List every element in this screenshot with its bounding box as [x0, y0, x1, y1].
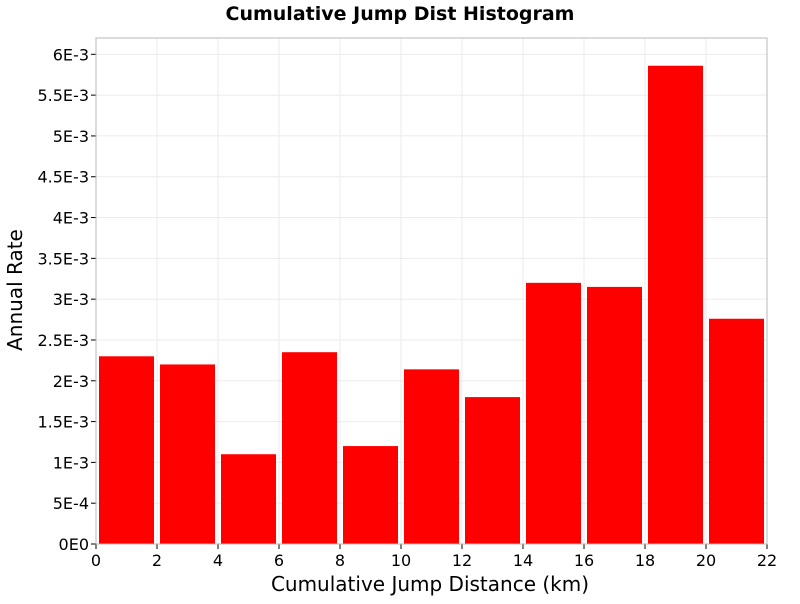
- bar: [709, 318, 764, 544]
- y-tick-label: 1E-3: [53, 453, 89, 472]
- bar: [221, 454, 276, 544]
- y-tick-label: 4E-3: [53, 209, 89, 228]
- y-tick-label: 4.5E-3: [37, 168, 89, 187]
- x-axis-label: Cumulative Jump Distance (km): [271, 572, 589, 596]
- y-tick-label: 5E-4: [53, 494, 89, 513]
- y-tick-label: 1.5E-3: [37, 413, 89, 432]
- bar: [160, 364, 215, 544]
- y-tick-label: 5.5E-3: [37, 86, 89, 105]
- x-tick-label: 8: [335, 551, 345, 570]
- chart-title: Cumulative Jump Dist Histogram: [226, 3, 575, 25]
- x-tick-label: 16: [574, 551, 594, 570]
- bar: [404, 369, 459, 544]
- bar: [587, 286, 642, 544]
- y-tick-label: 5E-3: [53, 127, 89, 146]
- x-tick-label: 20: [696, 551, 716, 570]
- y-axis-label: Annual Rate: [3, 229, 27, 351]
- bar: [526, 282, 581, 544]
- y-tick-label: 3.5E-3: [37, 249, 89, 268]
- x-tick-label: 18: [635, 551, 655, 570]
- bar: [99, 356, 154, 544]
- bar: [465, 397, 520, 544]
- x-tick-label: 14: [513, 551, 533, 570]
- x-tick-label: 10: [391, 551, 411, 570]
- y-tick-label: 3E-3: [53, 290, 89, 309]
- x-tick-label: 0: [91, 551, 101, 570]
- y-tick-label: 6E-3: [53, 45, 89, 64]
- bar: [343, 446, 398, 544]
- plot-border: [95, 37, 768, 545]
- x-tick-label: 22: [757, 551, 777, 570]
- bar: [648, 65, 703, 545]
- x-tick-label: 6: [274, 551, 284, 570]
- y-tick-label: 2E-3: [53, 372, 89, 391]
- x-tick-label: 4: [213, 551, 223, 570]
- ticks: 0E0 5E-4 1E-3 1.5E-3 2E-3 2.5E-3 3E-3 3.5E-3 4E-…: [37, 45, 777, 570]
- bars: [99, 65, 764, 545]
- y-tick-label: 2.5E-3: [37, 331, 89, 350]
- bar: [282, 352, 337, 544]
- x-tick-label: 12: [452, 551, 472, 570]
- x-tick-label: 2: [152, 551, 162, 570]
- y-tick-label: 0E0: [59, 535, 89, 554]
